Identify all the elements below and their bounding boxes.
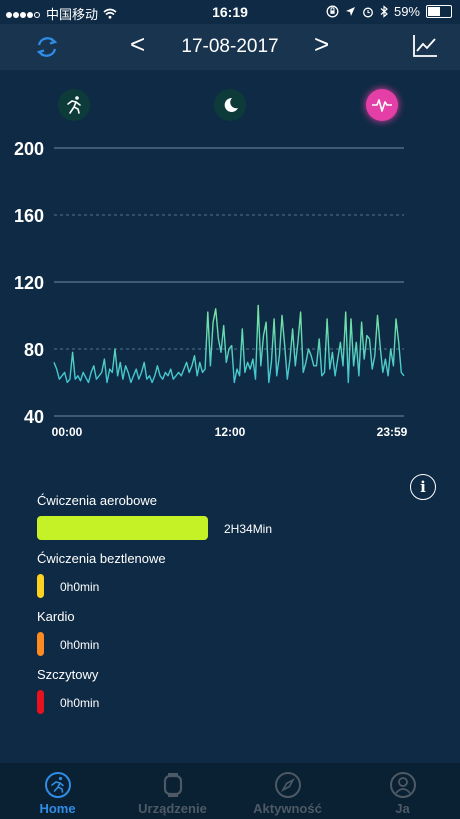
tab-home[interactable]: Home	[0, 763, 115, 819]
svg-text:z: z	[232, 100, 235, 106]
profile-icon	[390, 772, 416, 798]
carrier-area: 中国移动	[6, 4, 117, 23]
anaerobic-label: Ćwiczenia beztlenowe	[37, 551, 166, 566]
y-tick-label: 120	[14, 273, 44, 293]
tab-device-label: Urządzenie	[138, 801, 207, 816]
tab-home-label: Home	[39, 801, 76, 816]
moon-icon: z	[224, 97, 238, 112]
current-date: 17-08-2017	[181, 36, 279, 57]
peak-value: 0h0min	[60, 696, 100, 710]
top-navigation: < 17-08-2017 >	[0, 24, 460, 70]
peak-bar	[37, 690, 44, 714]
aerobic-label: Ćwiczenia aerobowe	[37, 493, 157, 508]
bluetooth-icon	[380, 5, 388, 18]
previous-day-button[interactable]: <	[130, 29, 146, 59]
rotation-lock-icon	[326, 5, 339, 18]
carrier-name: 中国移动	[46, 7, 99, 22]
heart-rate-line	[53, 304, 405, 384]
tab-activity-label: Aktywność	[253, 801, 322, 816]
sleep-mode-button[interactable]: z	[214, 89, 246, 121]
cardio-bar	[37, 632, 44, 656]
y-tick-label: 80	[24, 340, 44, 360]
sync-icon[interactable]	[34, 34, 60, 60]
tab-device[interactable]: Urządzenie	[115, 763, 230, 819]
tab-activity[interactable]: Aktywność	[230, 763, 345, 819]
tab-bar: Home Urządzenie Aktywność Ja	[0, 762, 460, 819]
sport-mode-button[interactable]	[58, 89, 90, 121]
alarm-icon	[363, 7, 373, 17]
runner-icon	[67, 96, 81, 114]
aerobic-value: 2H34Min	[224, 522, 273, 536]
location-icon	[345, 7, 355, 16]
y-tick-label: 200	[14, 139, 44, 159]
anaerobic-value: 0h0min	[60, 580, 100, 594]
y-tick-label: 160	[14, 206, 44, 226]
signal-icon	[6, 6, 41, 21]
status-time: 16:19	[212, 4, 248, 20]
tab-me-label: Ja	[395, 801, 410, 816]
x-tick-label: 00:00	[52, 425, 83, 439]
cardio-value: 0h0min	[60, 638, 100, 652]
watch-icon	[163, 773, 183, 797]
wifi-icon	[103, 8, 117, 19]
trend-chart-icon[interactable]	[412, 34, 438, 58]
heart-rate-chart: 200 160 120 80 40 00:00 12:00 23:59	[14, 139, 408, 439]
heart-rate-mode-button[interactable]	[366, 89, 398, 121]
battery-percent: 59%	[393, 4, 420, 19]
peak-label: Szczytowy	[37, 667, 99, 682]
status-bar: 中国移动 16:19 59%	[0, 0, 460, 24]
next-day-button[interactable]: >	[314, 29, 330, 59]
battery-icon	[426, 5, 452, 18]
x-tick-label: 12:00	[215, 425, 246, 439]
battery-level	[428, 7, 441, 16]
aerobic-bar	[37, 516, 208, 540]
compass-icon	[275, 772, 301, 798]
tab-me[interactable]: Ja	[345, 763, 460, 819]
info-icon[interactable]: i	[410, 474, 436, 500]
heartbeat-icon	[372, 99, 392, 112]
cardio-label: Kardio	[37, 609, 75, 624]
anaerobic-bar	[37, 574, 44, 598]
y-tick-label: 40	[24, 407, 44, 427]
x-tick-label: 23:59	[377, 425, 408, 439]
status-right: 59%	[326, 4, 452, 19]
runner-icon	[45, 772, 71, 798]
